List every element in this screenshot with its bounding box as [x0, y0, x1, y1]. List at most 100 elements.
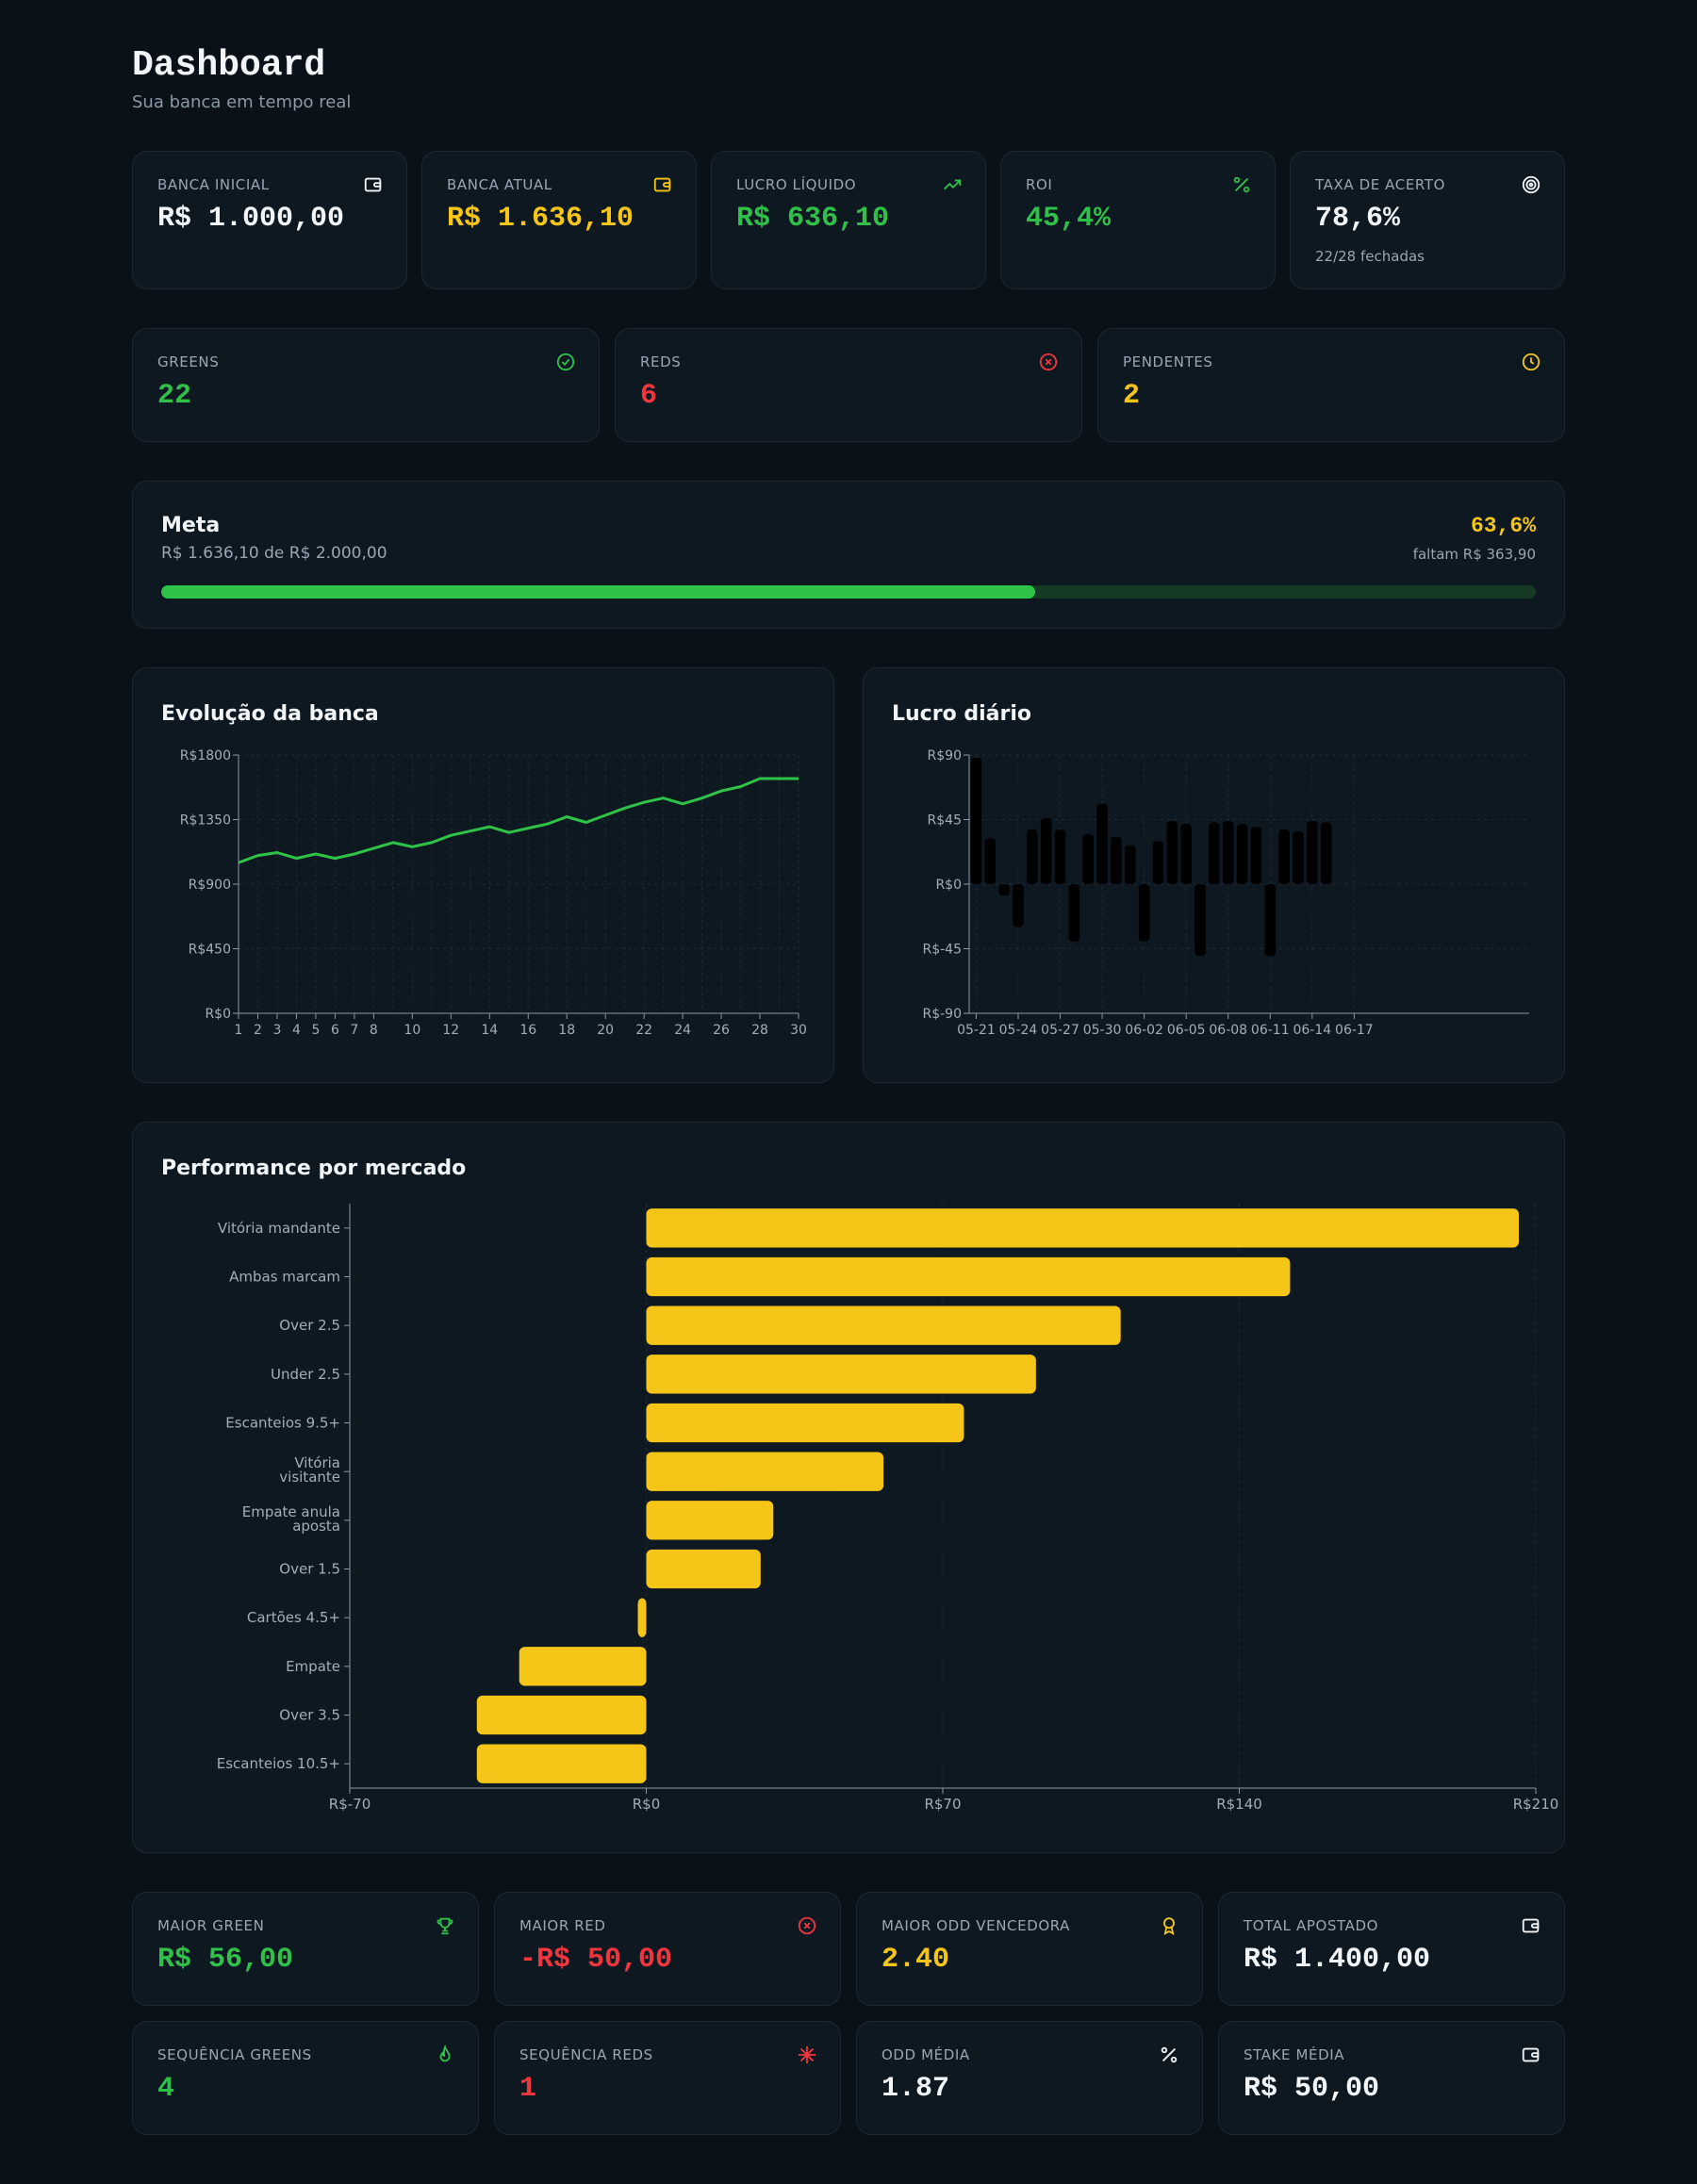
goal-progress-fill: [161, 585, 1036, 599]
stat-card-lucro-liquido: LUCRO LÍQUIDO R$ 636,10: [711, 151, 986, 289]
y-tick-label: Vitória mandante: [218, 1220, 340, 1237]
daily-bar: [1236, 824, 1248, 884]
y-tick-label: R$1800: [180, 748, 231, 764]
stat-card-banca-inicial: BANCA INICIAL R$ 1.000,00: [132, 151, 407, 289]
x-tick-label: 05-21: [957, 1023, 996, 1038]
market-bar: [637, 1598, 647, 1637]
page-subtitle: Sua banca em tempo real: [132, 92, 352, 112]
goal-progress-bar: [161, 585, 1536, 599]
daily-bar: [1138, 884, 1150, 942]
daily-bar: [1278, 829, 1290, 884]
x-tick-label: 05-30: [1083, 1023, 1122, 1038]
x-tick-label: R$-70: [329, 1796, 371, 1813]
x-tick-label: 05-27: [1041, 1023, 1079, 1038]
stat-card-maior-green: MAIOR GREEN R$ 56,00: [132, 1892, 479, 2006]
x-tick-label: R$140: [1216, 1796, 1262, 1813]
stat-value: R$ 1.636,10: [447, 203, 634, 235]
x-tick-label: 24: [674, 1023, 691, 1038]
x-tick-label: 8: [370, 1023, 378, 1038]
daily-bar: [1111, 836, 1122, 884]
stat-value: 1: [519, 2073, 537, 2105]
x-tick-label: 28: [751, 1023, 768, 1038]
y-tick-label: R$450: [189, 943, 231, 958]
wallet-icon: [1522, 2047, 1540, 2062]
target-icon: [1522, 175, 1540, 194]
y-tick-label: Over 3.5: [279, 1707, 340, 1724]
y-tick-label: Empate: [286, 1658, 340, 1675]
stat-value: R$ 636,10: [736, 203, 890, 235]
stat-label: TAXA DE ACERTO: [1315, 176, 1446, 193]
percent-icon: [1233, 176, 1250, 193]
y-tick-label: R$0: [935, 878, 962, 893]
x-tick-label: 4: [292, 1023, 301, 1038]
stat-value: 4: [157, 2073, 175, 2105]
wallet-icon: [653, 177, 671, 192]
wallet-icon: [1522, 1918, 1540, 1933]
stat-value: 6: [640, 380, 658, 412]
x-tick-label: 22: [635, 1023, 652, 1038]
stat-value: 2.40: [881, 1944, 950, 1976]
stat-label: STAKE MÉDIA: [1244, 2046, 1345, 2063]
market-bar: [646, 1355, 1036, 1394]
award-icon: [1163, 1917, 1175, 1936]
stat-card-greens: GREENS 22: [132, 328, 600, 442]
stat-label: LUCRO LÍQUIDO: [736, 176, 857, 193]
y-tick-label: R$0: [205, 1007, 231, 1022]
x-tick-label: 2: [254, 1023, 262, 1038]
stat-card-sequencia-greens: SEQUÊNCIA GREENS 4: [132, 2021, 479, 2135]
stat-card-banca-atual: BANCA ATUAL R$ 1.636,10: [421, 151, 697, 289]
stat-card-total-apostado: TOTAL APOSTADO R$ 1.400,00: [1218, 1892, 1565, 2006]
stat-value: 22: [157, 380, 192, 412]
stat-card-roi: ROI 45,4%: [1000, 151, 1276, 289]
y-tick-label: R$900: [189, 878, 231, 893]
market-bar: [646, 1549, 761, 1589]
x-tick-label: 06-02: [1125, 1023, 1163, 1038]
stat-value: R$ 56,00: [157, 1944, 294, 1976]
x-tick-label: 3: [273, 1023, 282, 1038]
daily-bar: [1307, 821, 1318, 884]
stat-value: -R$ 50,00: [519, 1944, 673, 1976]
market-bar: [519, 1647, 647, 1686]
stat-card-reds: REDS 6: [615, 328, 1082, 442]
stat-label: ROI: [1026, 176, 1053, 193]
x-circle-icon: [798, 1916, 816, 1935]
stat-card-pendentes: PENDENTES 2: [1097, 328, 1565, 442]
daily-bar: [1013, 884, 1024, 928]
stat-label: MAIOR ODD VENCEDORA: [881, 1917, 1071, 1934]
daily-bar: [1054, 829, 1066, 884]
x-tick-label: 06-17: [1335, 1023, 1374, 1038]
clock-icon: [1522, 353, 1540, 371]
x-tick-label: 10: [404, 1023, 420, 1038]
y-tick-label: Cartões 4.5+: [247, 1609, 340, 1626]
y-tick-label: Empate anula aposta: [242, 1503, 340, 1535]
daily-bar: [1180, 824, 1192, 884]
y-tick-label: Under 2.5: [271, 1366, 340, 1383]
daily-bar: [1194, 884, 1206, 957]
stat-card-stake-media: STAKE MÉDIA R$ 50,00: [1218, 2021, 1565, 2135]
y-tick-label: R$90: [928, 748, 962, 764]
check-circle-icon: [556, 353, 575, 371]
y-tick-label: Over 2.5: [279, 1317, 340, 1334]
x-tick-label: 16: [519, 1023, 536, 1038]
daily-bar: [1082, 833, 1095, 884]
chart-card-lucro-diario: Lucro diário R$-90 R$-45 R$0 R$45 R$90 05-21 0…: [863, 667, 1565, 1083]
percent-icon: [1161, 2046, 1178, 2063]
x-tick-label: 1: [235, 1023, 243, 1038]
stat-label: BANCA INICIAL: [157, 176, 270, 193]
x-tick-label: 05-24: [999, 1023, 1038, 1038]
x-tick-label: 06-08: [1209, 1023, 1247, 1038]
x-tick-label: 20: [597, 1023, 614, 1038]
chart-card-evolucao: Evolução da banca R$0 R$450 R$900 R$1350 R$1…: [132, 667, 834, 1083]
market-bar: [476, 1695, 647, 1735]
goal-card: Meta R$ 1.636,10 de R$ 2.000,00 63,6% fa…: [132, 481, 1565, 629]
market-bar: [646, 1256, 1291, 1297]
daily-bar: [1250, 827, 1262, 884]
stat-value: R$ 1.000,00: [157, 203, 345, 235]
daily-bar: [998, 884, 1010, 896]
page-title: Dashboard: [132, 45, 326, 86]
stat-label: GREENS: [157, 353, 220, 370]
x-tick-label: 6: [331, 1023, 339, 1038]
chart-title: Lucro diário: [892, 702, 1031, 726]
